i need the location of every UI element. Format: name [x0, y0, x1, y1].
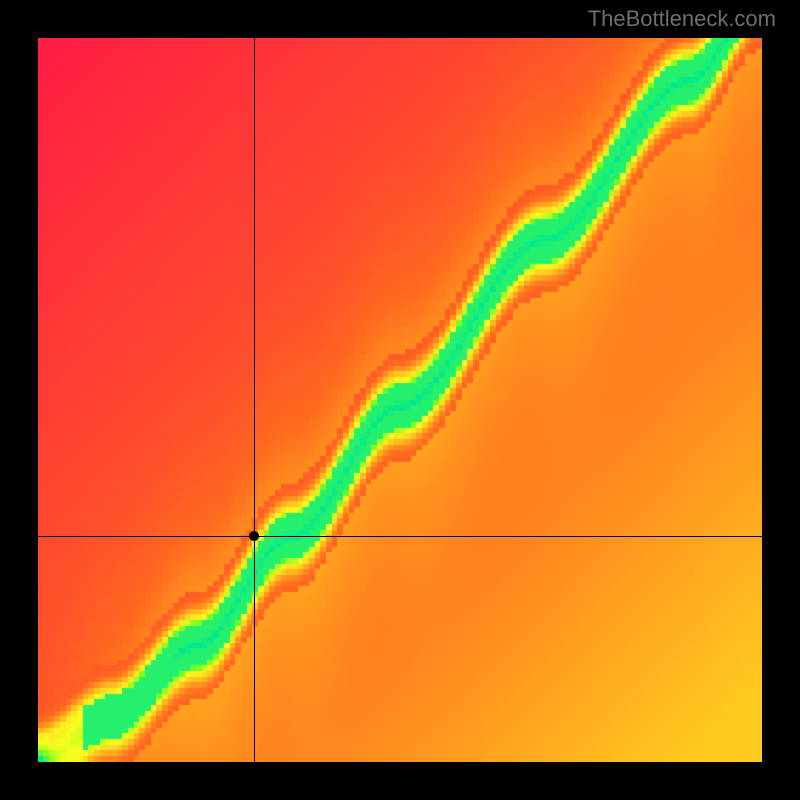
heatmap-canvas: [38, 38, 762, 762]
crosshair-vertical: [254, 38, 255, 762]
crosshair-horizontal: [38, 536, 762, 537]
watermark-text: TheBottleneck.com: [588, 6, 776, 32]
selection-marker: [249, 531, 259, 541]
bottleneck-heatmap: [38, 38, 762, 762]
